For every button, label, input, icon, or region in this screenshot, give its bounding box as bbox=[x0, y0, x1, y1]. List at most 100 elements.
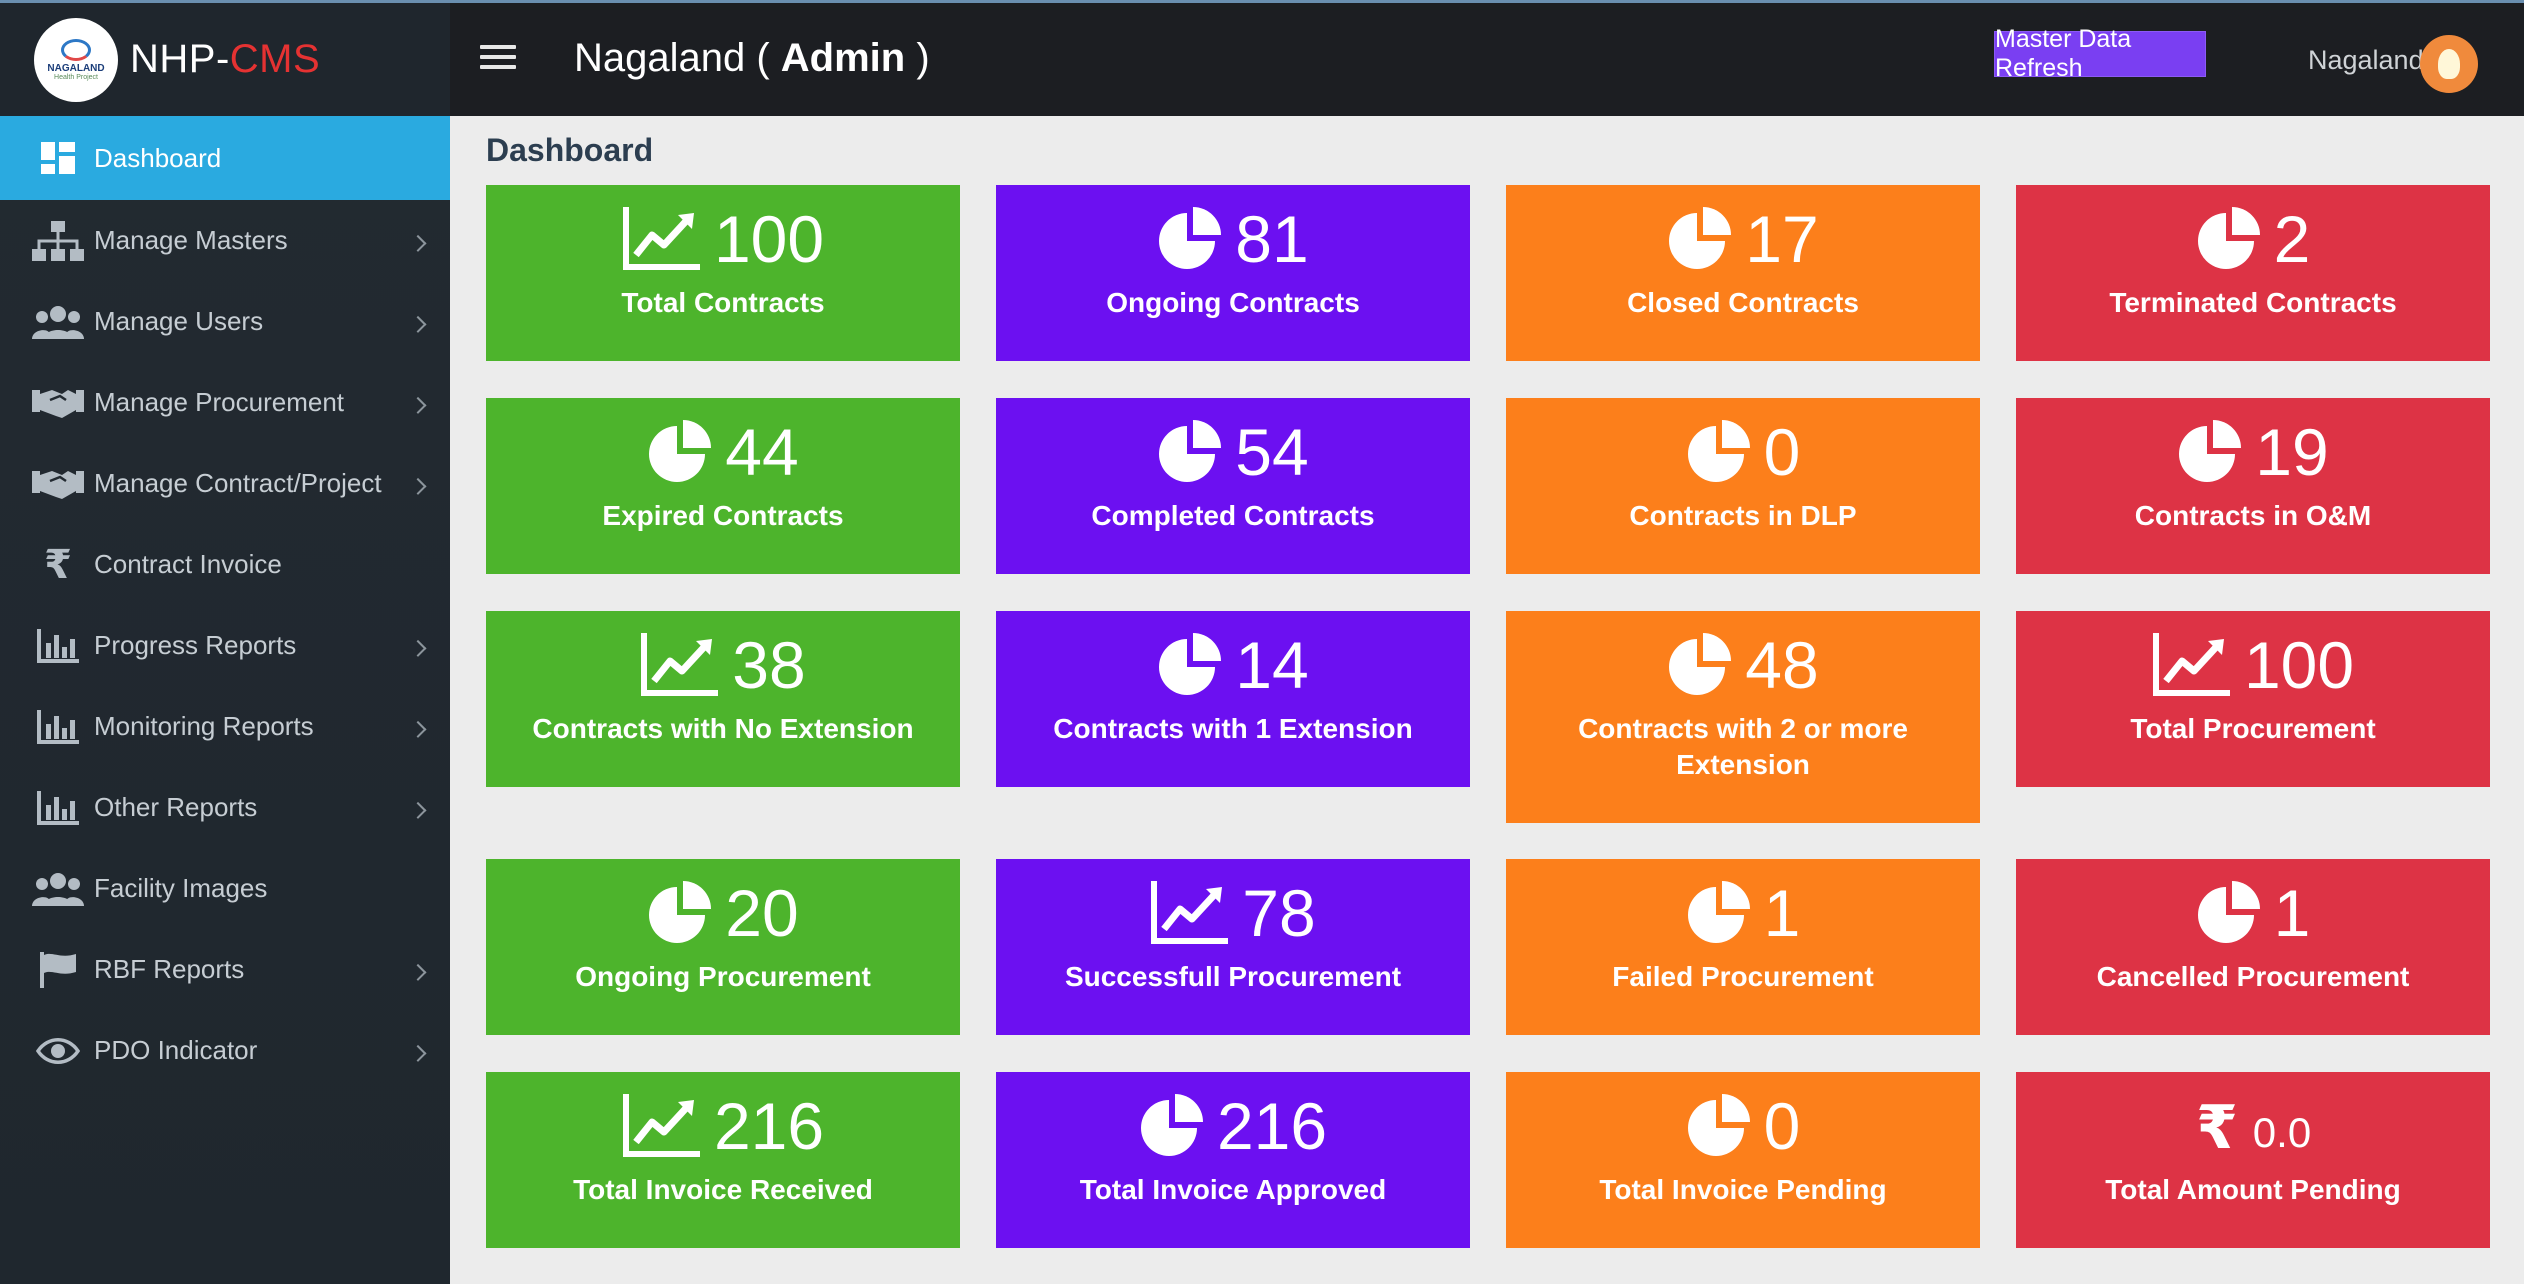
stat-card-label: Total Invoice Pending bbox=[1599, 1174, 1887, 1205]
stat-card-header: 1 bbox=[2016, 877, 2490, 949]
user-name[interactable]: Nagaland bbox=[2308, 45, 2424, 75]
top-header: Nagaland ( Admin ) Master Data Refresh N… bbox=[450, 0, 2524, 116]
stat-card[interactable]: 54 Completed Contracts bbox=[996, 398, 1470, 574]
stat-card-label: Terminated Contracts bbox=[2109, 287, 2397, 318]
sidebar-item-facility-images[interactable]: Facility Images bbox=[0, 848, 450, 929]
stat-card-header: 44 bbox=[486, 416, 960, 488]
stat-card-value: 19 bbox=[2255, 415, 2329, 489]
line-chart-icon bbox=[622, 1094, 700, 1158]
brand[interactable]: NAGALAND Health Project NHP-CMS bbox=[0, 0, 450, 116]
stat-card-value: 0.0 bbox=[2252, 1109, 2312, 1156]
stat-card-value: 100 bbox=[2243, 628, 2355, 702]
sidebar-item-progress-reports[interactable]: Progress Reports bbox=[0, 605, 450, 686]
stat-card-value: 38 bbox=[732, 628, 806, 702]
sidebar-item-label: RBF Reports bbox=[94, 954, 245, 984]
stat-card[interactable]: 19 Contracts in O&M bbox=[2016, 398, 2490, 574]
sidebar-item-rbf-reports[interactable]: RBF Reports bbox=[0, 929, 450, 1010]
lightbulb-icon bbox=[2438, 49, 2460, 79]
stat-card[interactable]: 48 Contracts with 2 or more Extension bbox=[1506, 611, 1980, 823]
stat-card-value: 17 bbox=[1745, 202, 1819, 276]
stat-card[interactable]: 14 Contracts with 1 Extension bbox=[996, 611, 1470, 787]
stat-card-header: 38 bbox=[486, 629, 960, 701]
stat-card-header: 100 bbox=[2016, 629, 2490, 701]
stat-card-header: 20 bbox=[486, 877, 960, 949]
stat-card-label: Ongoing Procurement bbox=[575, 961, 871, 992]
stat-card[interactable]: 1 Failed Procurement bbox=[1506, 859, 1980, 1035]
logo-line1: NAGALAND bbox=[47, 62, 105, 74]
line-chart-icon bbox=[622, 207, 700, 271]
stat-card-header: 0 bbox=[1506, 416, 1980, 488]
stat-card-label: Contracts with 1 Extension bbox=[1053, 713, 1413, 744]
stat-card-label: Closed Contracts bbox=[1627, 287, 1859, 318]
sidebar-item-manage-contract[interactable]: Manage Contract/Project bbox=[0, 443, 450, 524]
stat-card[interactable]: 78 Successfull Procurement bbox=[996, 859, 1470, 1035]
pie-chart-icon bbox=[2196, 207, 2260, 271]
stat-card[interactable]: 81 Ongoing Contracts bbox=[996, 185, 1470, 361]
page-title: Dashboard bbox=[486, 132, 654, 168]
sidebar-item-label: Facility Images bbox=[94, 873, 268, 903]
header-title-suffix: ) bbox=[905, 36, 930, 80]
sidebar-item-monitoring-reports[interactable]: Monitoring Reports bbox=[0, 686, 450, 767]
avatar[interactable] bbox=[2420, 35, 2478, 93]
stat-card-label: Failed Procurement bbox=[1612, 961, 1874, 992]
stat-card-header: 1 bbox=[1506, 877, 1980, 949]
sidebar-item-manage-users[interactable]: Manage Users bbox=[0, 281, 450, 362]
svg-text:₹: ₹ bbox=[2196, 1096, 2238, 1156]
header-title: Nagaland ( Admin ) bbox=[574, 36, 930, 81]
chevron-right-icon bbox=[409, 639, 427, 657]
dashboard-icon bbox=[32, 138, 84, 178]
stat-card[interactable]: 0 Contracts in DLP bbox=[1506, 398, 1980, 574]
hamburger-menu-icon[interactable] bbox=[480, 45, 516, 73]
stat-card-value: 0 bbox=[1763, 415, 1801, 489]
stat-card[interactable]: 1 Cancelled Procurement bbox=[2016, 859, 2490, 1035]
stat-card[interactable]: 0 Total Invoice Pending bbox=[1506, 1072, 1980, 1248]
users-icon bbox=[32, 869, 84, 909]
sidebar-item-pdo-indicator[interactable]: PDO Indicator bbox=[0, 1010, 450, 1091]
stat-card[interactable]: 216 Total Invoice Received bbox=[486, 1072, 960, 1248]
sidebar-item-manage-masters[interactable]: Manage Masters bbox=[0, 200, 450, 281]
stat-card[interactable]: ₹0.0 Total Amount Pending bbox=[2016, 1072, 2490, 1248]
stat-card-header: 14 bbox=[996, 629, 1470, 701]
eye-icon bbox=[32, 1031, 84, 1071]
line-chart-icon bbox=[640, 633, 719, 697]
stat-card-label: Successfull Procurement bbox=[1064, 961, 1402, 992]
handshake-icon bbox=[32, 383, 84, 423]
stat-card[interactable]: 17 Closed Contracts bbox=[1506, 185, 1980, 361]
sidebar-item-manage-procurement[interactable]: Manage Procurement bbox=[0, 362, 450, 443]
stat-card[interactable]: 20 Ongoing Procurement bbox=[486, 859, 960, 1035]
sidebar-item-other-reports[interactable]: Other Reports bbox=[0, 767, 450, 848]
stat-card-value: 216 bbox=[713, 1089, 825, 1163]
stat-card-label: Total Invoice Approved bbox=[1079, 1174, 1387, 1205]
stat-card-label: Total Contracts bbox=[621, 287, 825, 318]
brand-name-prefix: NHP- bbox=[130, 37, 230, 81]
stat-card-label: Ongoing Contracts bbox=[1106, 287, 1360, 318]
stat-card[interactable]: 44 Expired Contracts bbox=[486, 398, 960, 574]
sidebar-item-contract-invoice[interactable]: ₹ Contract Invoice bbox=[0, 524, 450, 605]
stat-card-header: 216 bbox=[996, 1090, 1470, 1162]
stat-card-label: Cancelled Procurement bbox=[2096, 961, 2410, 992]
stat-card-label: Contracts with No Extension bbox=[532, 713, 914, 744]
brand-logo: NAGALAND Health Project bbox=[34, 17, 118, 102]
stat-card-header: 216 bbox=[486, 1090, 960, 1162]
sidebar-item-label: Manage Users bbox=[94, 306, 264, 336]
stat-card[interactable]: 100 Total Contracts bbox=[486, 185, 960, 361]
stat-card[interactable]: 38 Contracts with No Extension bbox=[486, 611, 960, 787]
stat-card-value: 14 bbox=[1235, 628, 1309, 702]
chevron-right-icon bbox=[409, 720, 427, 738]
stat-card-label: Completed Contracts bbox=[1091, 500, 1375, 531]
pie-chart-icon bbox=[647, 420, 712, 484]
stat-card-header: 0 bbox=[1506, 1090, 1980, 1162]
sidebar-item-dashboard[interactable]: Dashboard bbox=[0, 116, 450, 200]
pie-chart-icon bbox=[1667, 207, 1732, 271]
stat-card[interactable]: 100 Total Procurement bbox=[2016, 611, 2490, 787]
sidebar-item-label: PDO Indicator bbox=[94, 1035, 258, 1065]
stat-card-value: 20 bbox=[725, 876, 799, 950]
pie-chart-icon bbox=[2196, 881, 2260, 945]
sidebar-item-label: Dashboard bbox=[94, 142, 222, 173]
master-data-refresh-button[interactable]: Master Data Refresh bbox=[1994, 25, 2206, 82]
stat-card[interactable]: 2 Terminated Contracts bbox=[2016, 185, 2490, 361]
stat-card-header: 17 bbox=[1506, 203, 1980, 275]
stat-card[interactable]: 216 Total Invoice Approved bbox=[996, 1072, 1470, 1248]
pie-chart-icon bbox=[1686, 881, 1750, 945]
pie-chart-icon bbox=[1157, 633, 1222, 697]
